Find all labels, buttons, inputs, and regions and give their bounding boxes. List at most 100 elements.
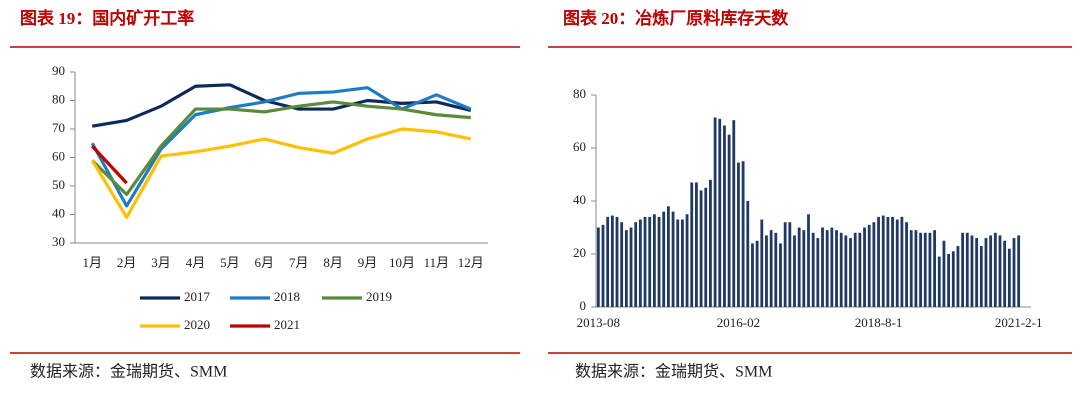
bar [1003,240,1007,307]
bar [947,254,951,307]
bar [704,187,708,307]
bar [690,182,694,307]
bar [737,162,740,307]
bar [741,161,745,307]
series-line [91,145,128,185]
bar [596,227,600,307]
bar [699,190,703,307]
bar [923,232,927,307]
bar [909,230,913,307]
bar [872,222,876,307]
bar [601,224,605,307]
bar [718,118,722,307]
x-tick-label: 2021-2-1 [995,315,1043,330]
bar [657,216,661,307]
y-tick-label: 40 [52,205,65,220]
bar [895,219,899,307]
y-tick-label: 20 [573,245,586,260]
x-tick-label: 9月 [358,255,378,270]
bar [905,222,908,307]
bar [853,232,857,307]
bar [933,230,936,307]
bar [900,216,904,307]
bar [951,251,955,307]
bar [709,179,712,307]
bar [928,232,932,307]
bar [620,222,624,307]
bar [769,230,773,307]
legend-label: 2020 [184,317,210,332]
series-line [91,100,471,197]
bar [821,227,824,307]
bar [984,238,988,307]
bar [956,246,960,307]
chart-title: 图表 19：国内矿开工率 [20,8,194,28]
bar [1007,248,1011,307]
bar [666,206,670,307]
bar [1017,235,1021,307]
bar [681,219,684,307]
x-tick-label: 1月 [82,255,102,270]
bar [779,243,782,307]
bar [629,227,633,307]
bar [942,240,946,307]
bar [760,219,764,307]
bar [676,219,680,307]
x-tick-label: 6月 [255,255,275,270]
x-tick-label: 7月 [289,255,309,270]
x-tick-label: 5月 [220,255,240,270]
bar [965,232,969,307]
source: 数据来源：金瑞期货、SMM [30,363,227,381]
bar [774,232,778,307]
bar [863,227,866,307]
bar [802,230,806,307]
legend-label: 2021 [274,317,300,332]
bar [783,222,787,307]
bar [751,243,754,307]
bar [993,232,997,307]
bar [975,238,979,307]
legend-label: 2019 [366,289,392,304]
bar [727,134,731,307]
bar [615,216,619,307]
bar [998,235,1002,307]
legend-label: 2018 [274,289,300,304]
y-tick-label: 40 [573,192,586,207]
bar [811,232,815,307]
bar [961,232,965,307]
bar [624,230,628,307]
x-tick-label: 12月 [458,255,484,270]
bar [610,215,614,307]
bar [844,235,848,307]
x-tick-label: 2013-08 [577,315,620,330]
series-line [91,83,472,128]
bar [816,238,820,307]
bar [830,227,834,307]
bar [648,216,652,307]
bar [695,182,698,307]
bar [662,211,666,307]
chart-title: 图表 20：冶炼厂原料库存天数 [563,8,789,28]
bar [891,216,894,307]
bar [788,222,792,307]
bar [713,117,717,308]
bar [755,240,759,307]
bar [807,214,810,307]
bar [914,230,918,307]
bar [886,216,890,307]
source: 数据来源：金瑞期货、SMM [575,363,772,381]
bar [643,216,647,307]
bar [970,235,974,307]
bar [989,235,993,307]
x-tick-label: 2016-02 [717,315,760,330]
bar [881,215,885,307]
legend-label: 2017 [184,289,211,304]
y-tick-label: 80 [573,86,586,101]
bar [797,227,801,307]
y-tick-label: 60 [573,139,586,154]
bar [877,216,880,307]
x-tick-label: 2月 [117,255,137,270]
bar [979,246,983,307]
bar [937,256,941,307]
